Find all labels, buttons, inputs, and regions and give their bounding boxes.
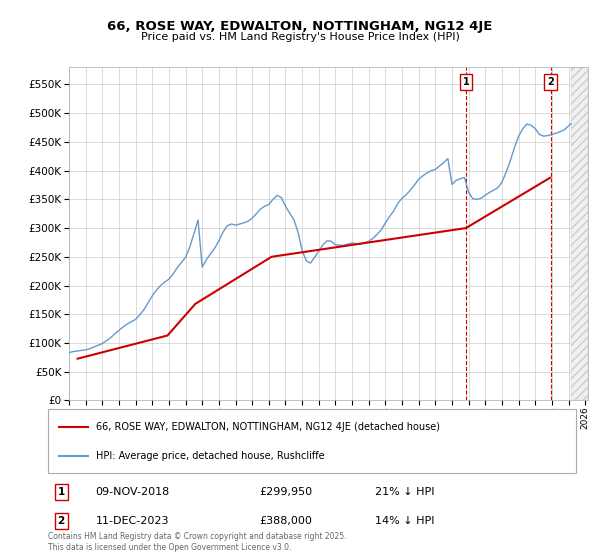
Bar [571, 67, 588, 400]
Text: 2: 2 [547, 77, 554, 87]
Text: 21% ↓ HPI: 21% ↓ HPI [376, 487, 435, 497]
Text: 2: 2 [58, 516, 65, 526]
Text: Contains HM Land Registry data © Crown copyright and database right 2025.
This d: Contains HM Land Registry data © Crown c… [48, 532, 347, 552]
Text: 66, ROSE WAY, EDWALTON, NOTTINGHAM, NG12 4JE: 66, ROSE WAY, EDWALTON, NOTTINGHAM, NG12… [107, 20, 493, 32]
Text: 1: 1 [58, 487, 65, 497]
Text: £388,000: £388,000 [259, 516, 312, 526]
Text: 1: 1 [463, 77, 469, 87]
Text: HPI: Average price, detached house, Rushcliffe: HPI: Average price, detached house, Rush… [95, 451, 324, 461]
Text: 66, ROSE WAY, EDWALTON, NOTTINGHAM, NG12 4JE (detached house): 66, ROSE WAY, EDWALTON, NOTTINGHAM, NG12… [95, 422, 440, 432]
Text: 14% ↓ HPI: 14% ↓ HPI [376, 516, 435, 526]
FancyBboxPatch shape [48, 409, 576, 473]
Text: 09-NOV-2018: 09-NOV-2018 [95, 487, 170, 497]
Text: 11-DEC-2023: 11-DEC-2023 [95, 516, 169, 526]
Text: Price paid vs. HM Land Registry's House Price Index (HPI): Price paid vs. HM Land Registry's House … [140, 32, 460, 43]
Text: £299,950: £299,950 [259, 487, 313, 497]
